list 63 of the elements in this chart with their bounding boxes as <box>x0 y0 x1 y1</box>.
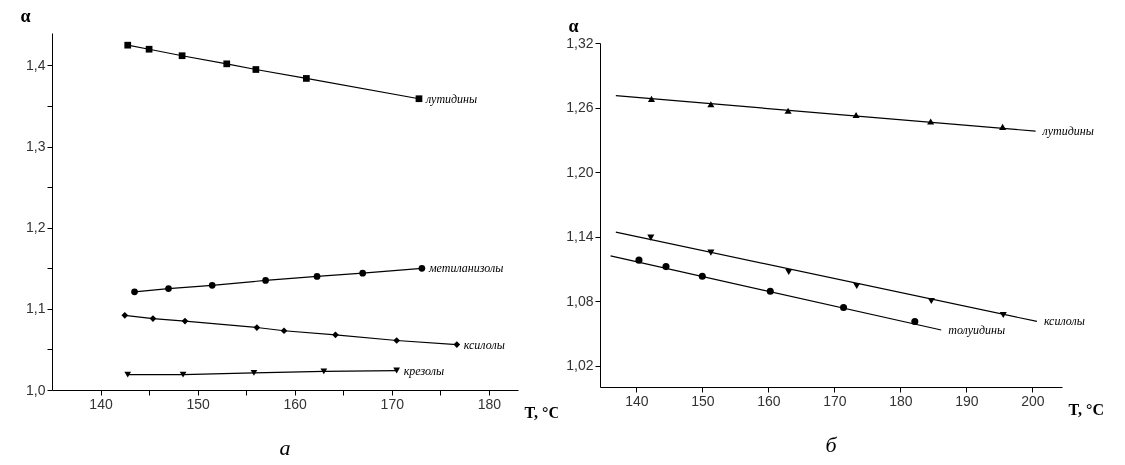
point <box>393 337 400 344</box>
x-tick-label: 140 <box>89 395 113 412</box>
point <box>303 75 310 82</box>
series-label: ксилолы <box>1043 314 1085 329</box>
x-tick-label: 180 <box>889 392 913 409</box>
y-tick-label: 1,26 <box>566 99 594 115</box>
x-tick-label: 150 <box>186 395 211 412</box>
point <box>149 315 157 322</box>
x-tick-label: 160 <box>283 395 308 412</box>
point <box>453 341 461 348</box>
series-label: ксилолы <box>463 337 505 352</box>
y-tick-label: 1,02 <box>566 357 594 373</box>
x-tick-label: 180 <box>477 395 502 412</box>
x-tick-label: 170 <box>823 392 847 409</box>
point <box>927 118 935 125</box>
x-axis-title: T, °C <box>524 403 560 421</box>
point <box>911 317 919 325</box>
point <box>253 324 261 331</box>
point <box>415 95 423 103</box>
y-tick-label: 1,2 <box>26 219 46 236</box>
point <box>250 370 258 376</box>
point <box>165 285 172 292</box>
point <box>131 288 138 296</box>
x-tick-label: 170 <box>380 395 405 412</box>
point <box>418 264 426 272</box>
point <box>181 317 189 325</box>
point <box>124 41 132 49</box>
y-tick-label: 1,3 <box>26 138 46 155</box>
point <box>179 371 187 378</box>
y-axis-title: α <box>20 5 31 26</box>
series-label: метиланизолы <box>427 261 504 276</box>
point <box>320 368 328 375</box>
y-tick-label: 1,4 <box>26 56 46 73</box>
y-axis-title: α <box>568 15 579 36</box>
series-label: лутидины <box>1041 124 1094 139</box>
y-tick-label: 1,1 <box>26 300 46 317</box>
series-label: толуидины <box>948 323 1006 338</box>
x-tick-label: 150 <box>691 392 715 409</box>
point <box>262 277 269 284</box>
point <box>145 45 153 53</box>
text: б <box>825 432 838 457</box>
x-tick-label: 160 <box>757 392 781 409</box>
point <box>223 60 231 68</box>
y-tick-label: 1,14 <box>566 228 594 244</box>
text: а <box>279 435 291 460</box>
point <box>280 327 288 335</box>
point <box>332 331 339 339</box>
y-tick-label: 1,08 <box>566 292 594 309</box>
series-label: крезолы <box>403 363 445 378</box>
series-label: лутидины <box>424 91 478 106</box>
y-tick-label: 1,20 <box>566 163 594 180</box>
x-axis-title: T, °C <box>1068 400 1104 418</box>
point <box>121 312 129 319</box>
point <box>208 281 216 289</box>
x-tick-label: 190 <box>955 392 979 409</box>
x-tick-label: 200 <box>1021 392 1045 409</box>
x-tick-label: 140 <box>625 392 649 409</box>
y-tick-label: 1,32 <box>566 34 594 51</box>
y-tick-label: 1,0 <box>26 381 46 398</box>
point <box>178 52 186 60</box>
point <box>359 269 367 277</box>
point <box>252 66 260 73</box>
point <box>313 273 321 280</box>
